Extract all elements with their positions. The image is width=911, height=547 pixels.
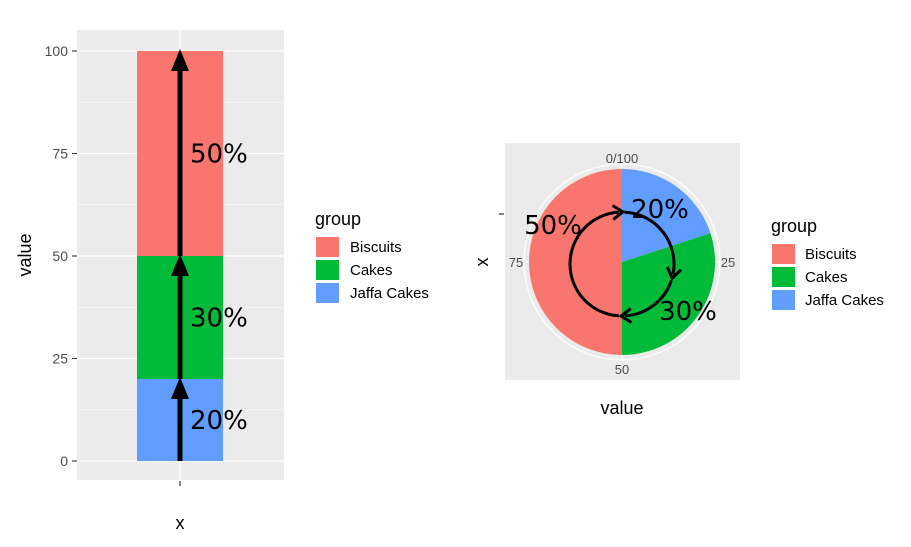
pie-arrows	[568, 204, 683, 324]
pie-legend-swatch	[772, 267, 795, 287]
bar-legend-label: Jaffa Cakes	[350, 285, 429, 302]
bar-y-tick-label: 25	[52, 351, 68, 367]
pie-angle-tick-label: 25	[721, 255, 735, 270]
pie-slice	[622, 233, 716, 355]
bar-y-tick-label: 50	[52, 248, 68, 264]
bar-percent-labels: 20% 30% 50%	[190, 140, 248, 437]
pie-percent-labels: 20% 30% 50%	[524, 195, 717, 327]
bar-legend-swatch	[316, 237, 339, 257]
pie-arrow-head	[611, 204, 626, 221]
pie-legend-items: Biscuits Cakes Jaffa Cakes	[772, 244, 884, 310]
pie-angle-tick-label: 75	[509, 255, 523, 270]
pie-percent-label: 30%	[659, 297, 717, 327]
pie-arrow-arc-3	[568, 210, 619, 318]
pie-legend-label: Cakes	[805, 269, 848, 286]
bar-percent-label: 50%	[190, 140, 248, 170]
bar-legend-items: Biscuits Cakes Jaffa Cakes	[316, 237, 429, 303]
bar-chart: 20% 30% 50% 0 25 50 75 100 x value group Biscu…	[15, 30, 429, 533]
bar-arrow-head	[171, 254, 189, 276]
pie-legend: group Biscuits Cakes Jaffa Cakes	[771, 216, 884, 310]
bar-legend-label: Cakes	[350, 262, 393, 279]
bar-y-ticks: 0 25 50 75 100	[45, 43, 77, 469]
pie-chart: 20% 30% 50% 0/100 25 50 75 value x group Bisc…	[472, 143, 884, 418]
pie-slices	[529, 169, 716, 355]
bar-y-tick-label: 0	[60, 453, 68, 469]
bar-y-tick-label: 75	[52, 146, 68, 162]
bar-y-tick-label: 100	[45, 43, 69, 59]
bar-percent-label: 30%	[190, 304, 248, 334]
pie-percent-label: 20%	[631, 195, 689, 225]
bar-legend-title: group	[315, 209, 361, 229]
pie-slice	[622, 169, 711, 262]
bar-arrows	[171, 49, 189, 461]
pie-arrow-head	[665, 266, 683, 281]
bar-x-axis-title: x	[176, 513, 185, 533]
bar-percent-label: 20%	[190, 406, 248, 436]
pie-slice	[529, 169, 622, 355]
pie-legend-label: Biscuits	[805, 246, 857, 263]
pie-legend-title: group	[771, 216, 817, 236]
bar-legend-label: Biscuits	[350, 239, 402, 256]
pie-arrow-arc-1	[624, 210, 676, 275]
pie-percent-label: 50%	[524, 211, 582, 241]
pie-legend-label: Jaffa Cakes	[805, 292, 884, 309]
bar-legend: group Biscuits Cakes Jaffa Cakes	[315, 209, 429, 303]
bar-legend-swatch	[316, 260, 339, 280]
pie-x-axis-title: value	[600, 398, 643, 418]
bar-arrow-head	[171, 377, 189, 399]
pie-legend-swatch	[772, 290, 795, 310]
pie-angle-ticks: 0/100 25 50 75	[509, 151, 735, 377]
pie-arrow-head	[618, 307, 633, 324]
pie-angle-tick-label: 0/100	[606, 151, 639, 166]
pie-y-axis-title: x	[472, 258, 492, 267]
pie-arrow-arc-2	[625, 279, 673, 318]
pie-legend-swatch	[772, 244, 795, 264]
bar-arrow-head	[171, 49, 189, 71]
bar-y-axis-title: value	[15, 233, 35, 276]
pie-angle-tick-label: 50	[615, 362, 629, 377]
bar-legend-swatch	[316, 283, 339, 303]
